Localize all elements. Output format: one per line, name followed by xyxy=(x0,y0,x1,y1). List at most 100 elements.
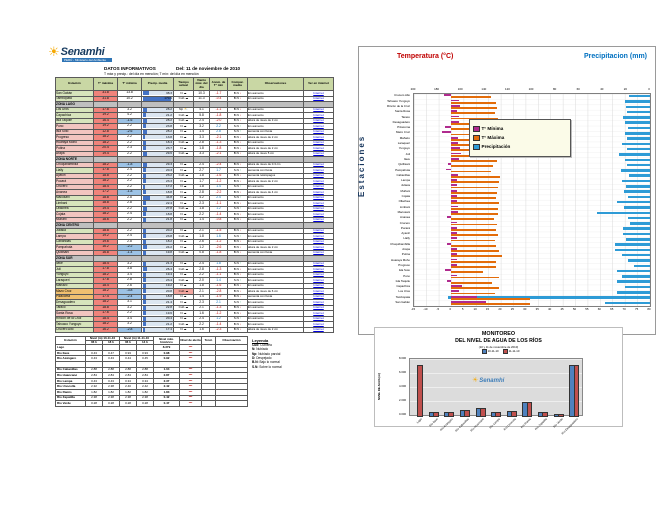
tmin-cell: -2.8 xyxy=(117,326,142,333)
temp-tick: 20 xyxy=(498,307,502,311)
internet-link[interactable]: Internet xyxy=(313,217,324,222)
internet-link[interactable]: Internet xyxy=(313,112,324,117)
internet-link[interactable]: Internet xyxy=(313,206,324,211)
precip-cell: 21.2 xyxy=(141,112,174,119)
river-x-label: Río Zapatilla xyxy=(533,417,548,431)
internet-link[interactable]: Internet xyxy=(313,195,324,200)
precip-series-bar xyxy=(621,179,650,183)
tmax-series-bar xyxy=(451,260,497,263)
precip-value: 17.4 xyxy=(165,327,172,332)
tmin-series-bar xyxy=(451,253,457,256)
legend-code: Np: xyxy=(252,351,259,356)
internet-link[interactable]: Internet xyxy=(313,129,324,134)
internet-link[interactable]: Internet xyxy=(313,272,324,277)
internet-link[interactable]: Internet xyxy=(313,107,324,112)
rivers-sub-14h-hoy: 14 h xyxy=(136,340,155,346)
legend-label: 10-11-10 xyxy=(487,349,499,354)
arrow-up-icon: ↑ xyxy=(239,206,242,211)
temp-tick: 70 xyxy=(622,307,626,311)
internet-link[interactable]: Internet xyxy=(313,261,324,266)
cloud-icon: ☁ xyxy=(183,299,187,304)
internet-link[interactable]: Internet xyxy=(313,118,324,123)
tmin-series-bar xyxy=(444,94,452,97)
observation-cell xyxy=(215,372,249,379)
internet-link[interactable]: Internet xyxy=(313,283,324,288)
internet-link[interactable]: Internet xyxy=(313,327,324,332)
internet-link[interactable]: Internet xyxy=(313,189,324,194)
weather-label: N xyxy=(180,162,184,167)
precip-series-bar xyxy=(622,232,650,236)
internet-link[interactable]: Internet xyxy=(313,145,324,150)
col-header-comparacion: Compar. media xyxy=(227,77,248,91)
internet-link[interactable]: Internet xyxy=(313,200,324,205)
internet-link[interactable]: Internet xyxy=(313,244,324,249)
precip-value: 18.8 xyxy=(165,189,172,194)
temp-precip-chart: Temperatura (°C) Precipitacion (mm) Esta… xyxy=(357,46,656,335)
internet-link[interactable]: Internet xyxy=(313,299,324,304)
precip-bar: 23.4 xyxy=(142,278,173,283)
precip-series-bar xyxy=(627,137,650,140)
internet-link[interactable]: Internet xyxy=(313,167,324,172)
tmin-series-bar xyxy=(451,115,460,118)
precip-bar-fill xyxy=(142,107,148,112)
precip-cell: 44.8 xyxy=(141,194,174,201)
legend-swatch-icon xyxy=(473,134,480,141)
internet-link[interactable]: Internet xyxy=(313,277,324,282)
river-x-label: Río Verde xyxy=(551,417,564,429)
weather-label: N xyxy=(180,129,184,134)
cloud-icon: ☁ xyxy=(185,266,189,271)
observation-cell xyxy=(215,349,249,357)
level-cell: 0.28 xyxy=(119,400,138,407)
comparison-code: B.N xyxy=(233,107,240,112)
temp-tick: 30 xyxy=(523,307,527,311)
internet-link[interactable]: Internet xyxy=(313,233,324,238)
legend-swatch-icon xyxy=(473,143,480,150)
precip-cell: 17.4 xyxy=(141,326,174,333)
internet-link[interactable]: Internet xyxy=(313,123,324,128)
internet-link[interactable]: Internet xyxy=(313,90,324,95)
station-tick-label: Lampa xyxy=(401,178,410,183)
internet-link[interactable]: Internet xyxy=(313,288,324,293)
internet-link[interactable]: Internet xyxy=(313,140,324,145)
precip-bar-fill xyxy=(142,239,146,244)
internet-link[interactable]: Internet xyxy=(313,134,324,139)
section-cell xyxy=(303,255,334,262)
internet-link[interactable]: Internet xyxy=(313,173,324,178)
station-tick-label: Pucará xyxy=(400,225,410,230)
legend-label: T° Máxima xyxy=(481,135,505,141)
internet-link[interactable]: Internet xyxy=(313,184,324,189)
legend-item: T° Mínima xyxy=(473,125,567,132)
table-row: Cabanillas 19.6 2.8 18.2 N ☁ 2.6 -1.2 B.N ↓ En a… xyxy=(55,238,334,245)
cloud-icon: ☁ xyxy=(183,239,187,244)
internet-link[interactable]: Internet xyxy=(313,321,324,326)
cloud-icon: ☁ xyxy=(183,211,187,216)
precip-bar: 21.2 xyxy=(142,322,173,327)
arrow-down-icon: ↓ xyxy=(239,305,242,310)
internet-link[interactable]: Internet xyxy=(313,250,324,255)
internet-link[interactable]: Internet xyxy=(313,96,324,101)
tmin-series-bar xyxy=(451,179,458,181)
tmin-series-bar xyxy=(441,131,452,134)
internet-link[interactable]: Internet xyxy=(313,151,324,156)
internet-link[interactable]: Internet xyxy=(313,211,324,216)
internet-link[interactable]: Internet xyxy=(313,228,324,233)
internet-link[interactable]: Internet xyxy=(313,266,324,271)
internet-link[interactable]: Internet xyxy=(313,294,324,299)
internet-link[interactable]: Internet xyxy=(313,310,324,315)
table-row: Lampa 19.2 2.4 23.8 Cub ☁ 1.8 1.6 S.N ↑ En aumen… xyxy=(55,233,334,240)
internet-link[interactable]: Internet xyxy=(313,316,324,321)
internet-link[interactable]: Internet xyxy=(313,162,324,167)
comparison-code: B.N xyxy=(233,288,240,293)
precip-bar: 20.3 xyxy=(142,168,173,173)
precip-value: 13.8 xyxy=(165,134,172,139)
internet-link[interactable]: Internet xyxy=(313,239,324,244)
cloud-icon: ☁ xyxy=(183,316,187,321)
precip-cell: 20.2 xyxy=(141,227,174,234)
level-bar-current-day xyxy=(511,411,517,417)
precip-cell: 21.3 xyxy=(141,260,174,267)
precip-tick: 180 xyxy=(434,87,440,91)
internet-link[interactable]: Internet xyxy=(313,178,324,183)
precip-series-bar xyxy=(629,222,650,225)
precip-value: 17.2 xyxy=(165,184,172,189)
internet-link[interactable]: Internet xyxy=(313,305,324,310)
